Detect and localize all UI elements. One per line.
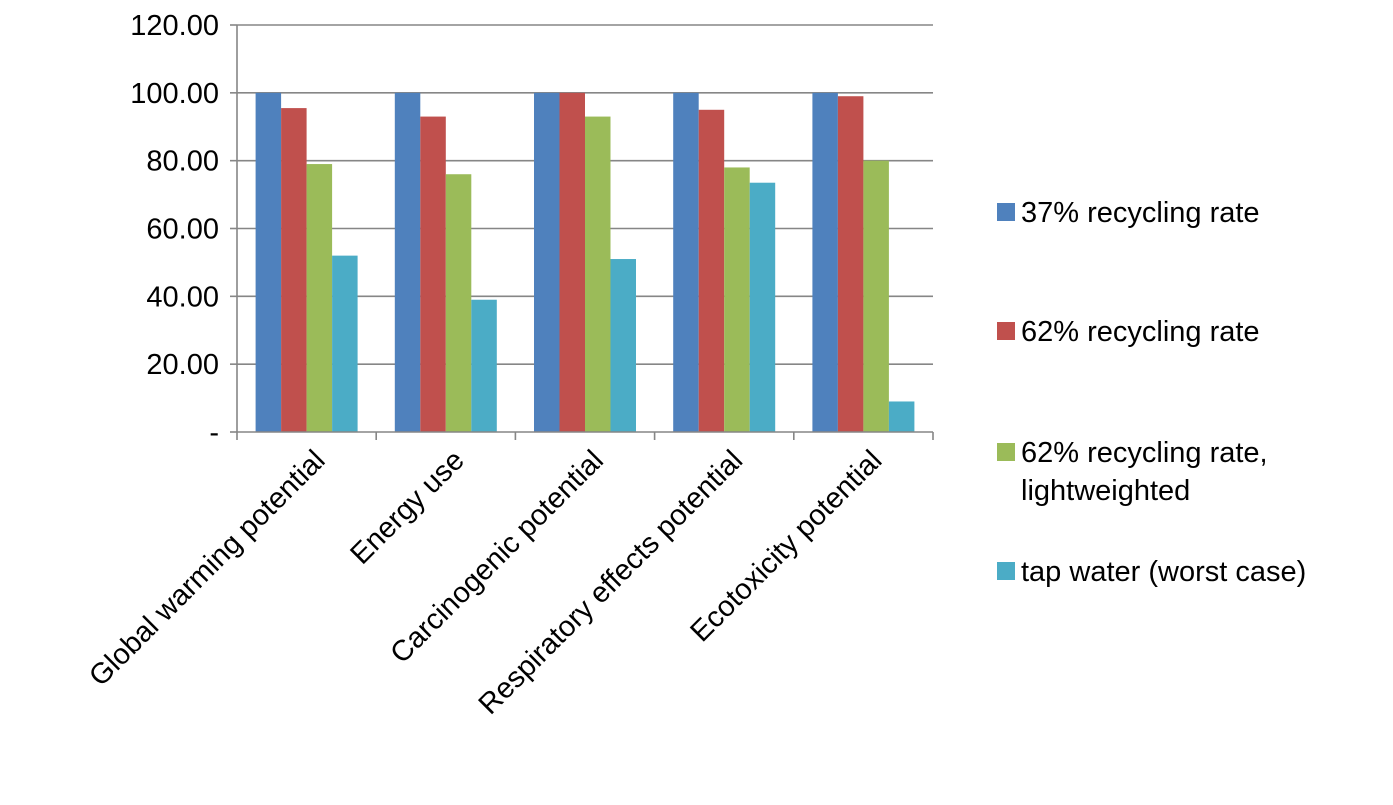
bar-1-2 xyxy=(394,92,421,432)
bar-3-1 xyxy=(306,164,333,432)
legend-swatch-4 xyxy=(997,562,1015,580)
x-category-label: Respiratory effects potential xyxy=(473,444,749,720)
bar-3-4 xyxy=(724,167,750,432)
y-tick-label: 60.00 xyxy=(146,214,219,246)
bar-1-3 xyxy=(534,92,560,432)
bar-2-5 xyxy=(837,96,864,432)
y-tick-label: - xyxy=(209,417,219,449)
bar-1-1 xyxy=(255,92,282,432)
bar-3-5 xyxy=(863,160,889,432)
y-axis-tick-labels: - 20.00 40.00 60.00 80.00 100.00 120.00 xyxy=(130,10,219,449)
y-tick-label: 80.00 xyxy=(146,146,219,178)
y-tick-label: 100.00 xyxy=(130,78,219,110)
bar-4-1 xyxy=(332,255,358,432)
axes xyxy=(230,24,934,440)
legend-label-3: 62% recycling rate, lightweighted xyxy=(1021,437,1268,507)
legend-swatch-1 xyxy=(997,203,1015,221)
bars xyxy=(255,92,915,433)
bar-2-2 xyxy=(420,116,446,432)
bar-2-1 xyxy=(281,108,307,433)
legend-label-4: tap water (worst case) xyxy=(1021,556,1306,588)
bar-3-2 xyxy=(445,174,472,432)
x-category-label: Global warming potential xyxy=(83,444,331,692)
bar-1-4 xyxy=(673,92,699,432)
y-tick-label: 40.00 xyxy=(146,281,219,313)
y-tick-label: 120.00 xyxy=(130,10,219,42)
bar-4-2 xyxy=(471,299,497,432)
legend-label-1: 37% recycling rate xyxy=(1021,197,1260,229)
bar-2-3 xyxy=(559,92,585,432)
bar-1-5 xyxy=(812,92,838,432)
x-axis-category-labels: Global warming potential Energy useCarcin… xyxy=(83,444,888,720)
y-tick-label: 20.00 xyxy=(146,349,219,381)
legend: 37% recycling rate 62% recycling rate 62% … xyxy=(997,197,1306,588)
legend-label-2: 62% recycling rate xyxy=(1021,316,1260,348)
bar-3-3 xyxy=(585,116,611,432)
bar-4-5 xyxy=(888,401,915,432)
bar-4-3 xyxy=(610,259,636,432)
legend-swatch-3 xyxy=(997,443,1015,461)
legend-swatch-2 xyxy=(997,322,1015,340)
bar-4-4 xyxy=(749,182,776,432)
x-category-label: Energy use xyxy=(344,444,470,570)
bar-2-4 xyxy=(698,109,725,433)
